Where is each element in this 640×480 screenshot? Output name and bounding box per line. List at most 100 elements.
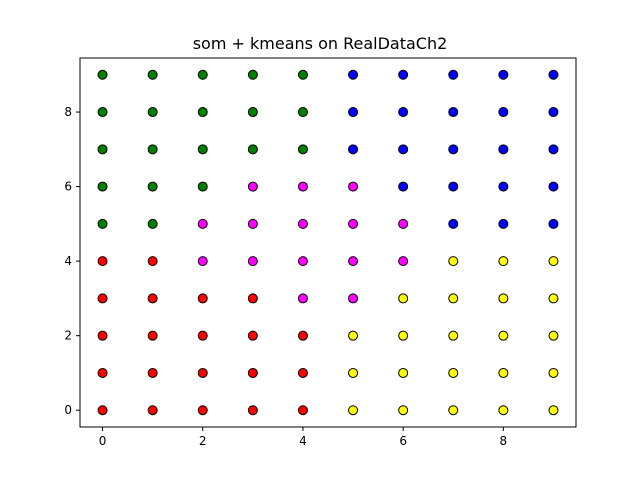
data-point-red (247, 293, 258, 304)
data-point-green (247, 144, 258, 155)
data-point-green (147, 144, 158, 155)
data-point-yellow (448, 367, 459, 378)
data-point-red (147, 330, 158, 341)
data-point-green (297, 107, 308, 118)
data-point-green (197, 181, 208, 192)
data-point-blue (548, 144, 559, 155)
data-point-yellow (498, 256, 509, 267)
data-point-blue (398, 181, 409, 192)
data-point-red (97, 405, 108, 416)
data-point-red (297, 367, 308, 378)
data-point-green (147, 218, 158, 229)
data-point-red (97, 330, 108, 341)
data-point-red (97, 256, 108, 267)
data-point-blue (548, 107, 559, 118)
data-point-yellow (348, 330, 359, 341)
data-point-red (297, 405, 308, 416)
data-point-green (197, 107, 208, 118)
data-point-red (197, 330, 208, 341)
data-point-red (247, 405, 258, 416)
data-point-blue (448, 144, 459, 155)
data-point-magenta (348, 181, 359, 192)
data-point-red (97, 293, 108, 304)
data-point-yellow (498, 405, 509, 416)
data-point-yellow (448, 330, 459, 341)
data-point-green (197, 144, 208, 155)
data-point-magenta (348, 256, 359, 267)
data-point-magenta (297, 218, 308, 229)
data-point-magenta (297, 293, 308, 304)
data-point-blue (498, 69, 509, 80)
data-point-red (197, 293, 208, 304)
data-point-magenta (297, 256, 308, 267)
data-point-red (97, 367, 108, 378)
data-point-blue (448, 107, 459, 118)
data-point-yellow (448, 256, 459, 267)
data-point-yellow (448, 405, 459, 416)
data-point-green (147, 107, 158, 118)
data-point-blue (348, 107, 359, 118)
data-point-blue (398, 144, 409, 155)
data-point-red (147, 293, 158, 304)
data-point-yellow (348, 405, 359, 416)
data-point-green (247, 69, 258, 80)
data-point-green (97, 218, 108, 229)
y-tick-label: 8 (64, 105, 72, 119)
data-point-yellow (498, 293, 509, 304)
y-tick-label: 2 (64, 329, 72, 343)
data-point-blue (348, 69, 359, 80)
data-point-blue (548, 181, 559, 192)
data-point-blue (398, 107, 409, 118)
data-point-yellow (548, 367, 559, 378)
data-point-blue (348, 144, 359, 155)
data-point-yellow (448, 293, 459, 304)
data-point-green (297, 144, 308, 155)
data-point-yellow (348, 367, 359, 378)
data-point-yellow (548, 256, 559, 267)
y-tick-label: 0 (64, 403, 72, 417)
data-point-green (97, 181, 108, 192)
x-tick-label: 8 (500, 434, 508, 448)
data-point-green (197, 69, 208, 80)
data-point-green (97, 107, 108, 118)
y-tick-label: 4 (64, 254, 72, 268)
x-tick-label: 2 (199, 434, 207, 448)
data-point-red (247, 367, 258, 378)
data-point-blue (448, 218, 459, 229)
data-point-magenta (197, 256, 208, 267)
data-point-red (297, 330, 308, 341)
x-tick-label: 4 (299, 434, 307, 448)
data-point-magenta (348, 293, 359, 304)
x-tick-label: 6 (399, 434, 407, 448)
data-point-yellow (398, 367, 409, 378)
data-point-yellow (498, 367, 509, 378)
data-point-red (197, 367, 208, 378)
data-point-blue (498, 107, 509, 118)
data-point-green (247, 107, 258, 118)
data-point-red (147, 367, 158, 378)
data-point-magenta (247, 181, 258, 192)
data-point-magenta (247, 218, 258, 229)
data-point-red (147, 405, 158, 416)
data-point-magenta (348, 218, 359, 229)
data-points (97, 69, 559, 416)
data-point-blue (498, 218, 509, 229)
data-point-yellow (498, 330, 509, 341)
data-point-green (97, 144, 108, 155)
data-point-green (97, 69, 108, 80)
data-point-red (147, 256, 158, 267)
data-point-blue (448, 181, 459, 192)
data-point-blue (498, 144, 509, 155)
data-point-green (297, 69, 308, 80)
data-point-yellow (398, 405, 409, 416)
data-point-yellow (548, 405, 559, 416)
data-point-blue (548, 69, 559, 80)
y-tick-label: 6 (64, 180, 72, 194)
data-point-red (197, 405, 208, 416)
data-point-magenta (398, 256, 409, 267)
data-point-yellow (548, 293, 559, 304)
data-point-magenta (297, 181, 308, 192)
axes-frame (79, 57, 577, 428)
data-point-magenta (197, 218, 208, 229)
